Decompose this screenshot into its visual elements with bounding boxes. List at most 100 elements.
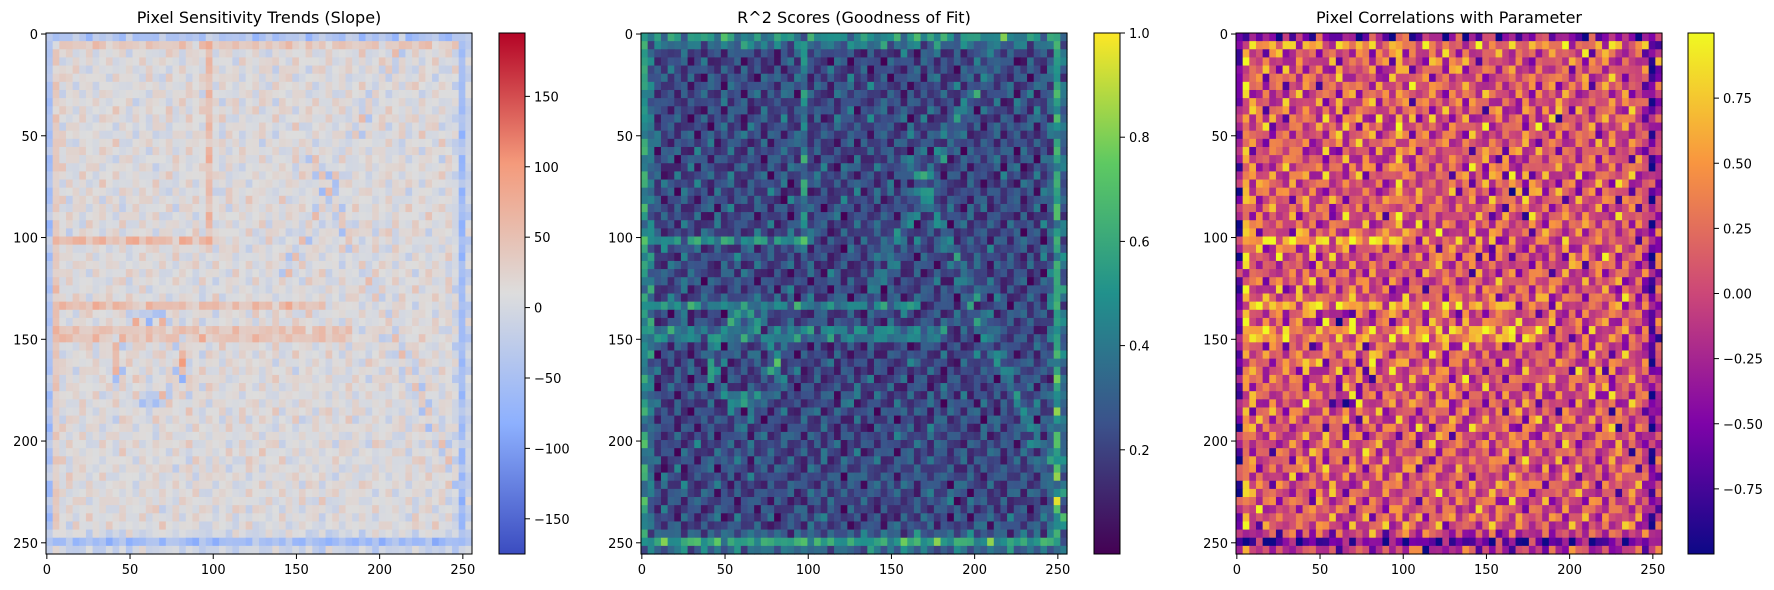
heatmap-cell [680,114,689,124]
heatmap-cell [292,342,300,352]
heatmap-cell [445,195,453,205]
heatmap-cell [398,163,407,172]
heatmap-cell [834,49,842,59]
heatmap-cell [438,529,446,539]
heatmap-cell [99,187,107,197]
heatmap-cell [105,65,114,75]
heatmap-cell [165,293,174,303]
heatmap-cell [125,480,134,490]
heatmap-cell [438,309,446,319]
heatmap-cell [192,220,200,229]
heatmap-cell [654,130,662,140]
heatmap-cell [445,81,453,91]
heatmap-cell [105,98,114,107]
heatmap-cell [398,203,407,213]
heatmap-cell [647,57,655,67]
heatmap-cell [212,195,220,205]
heatmap-cell [165,285,174,295]
heatmap-cell [385,309,393,319]
heatmap-cell [225,277,233,286]
heatmap-cell [272,317,280,327]
heatmap-cell [85,65,94,75]
heatmap-cell [398,228,407,238]
heatmap-cell [145,301,154,311]
heatmap-cell [305,415,313,425]
heatmap-cell [305,391,313,400]
heatmap-cell [425,374,433,384]
heatmap-cell [199,187,207,197]
heatmap-cell [465,203,473,213]
heatmap-cell [179,195,187,205]
heatmap-cell [458,423,466,433]
heatmap-cell [185,260,194,270]
heatmap-cell [145,488,154,498]
heatmap-cell [46,155,54,164]
heatmap-cell [385,73,393,83]
heatmap-cell [152,220,160,229]
heatmap-cell [145,260,154,270]
heatmap-cell [880,41,888,50]
heatmap-cell [807,89,815,99]
heatmap-cell [179,220,187,229]
heatmap-cell [860,122,868,132]
heatmap-cell [385,545,393,555]
heatmap-cell [192,464,200,474]
heatmap-cell [92,505,100,514]
heatmap-cell [920,114,928,124]
heatmap-cell [105,228,114,238]
heatmap-cell [378,513,387,523]
heatmap-cell [192,350,200,360]
heatmap-cell [933,33,942,42]
heatmap-cell [272,98,280,107]
heatmap-cell [132,89,140,99]
heatmap-cell [252,285,260,295]
heatmap-cell [458,114,466,124]
heatmap-cell [734,81,742,91]
heatmap-cell [132,317,140,327]
heatmap-cell [438,171,446,181]
heatmap-cell [265,383,273,392]
heatmap-cell [418,309,427,319]
heatmap-cell [172,155,180,164]
heatmap-cell [105,114,114,124]
heatmap-cell [418,163,427,172]
heatmap-cell [338,49,347,59]
heatmap-cell [727,73,735,83]
heatmap-cell [85,236,94,246]
heatmap-cell [79,301,87,311]
heatmap-cell [312,309,320,319]
heatmap-cell [152,513,160,523]
heatmap-cell [318,33,327,42]
heatmap-cell [358,448,367,457]
heatmap-cell [132,260,140,270]
heatmap-cell [358,293,367,303]
heatmap-cell [412,89,420,99]
heatmap-cell [720,49,729,59]
heatmap-cell [285,334,293,343]
heatmap-cell [285,326,293,335]
heatmap-cell [325,350,333,360]
heatmap-cell [352,472,360,482]
heatmap-cell [239,391,247,400]
heatmap-cell [418,342,427,352]
heatmap-cell [292,285,300,295]
heatmap-cell [105,521,114,531]
heatmap-cell [139,244,147,254]
heatmap-cell [285,407,293,417]
heatmap-cell [372,350,380,360]
heatmap-cell [358,57,367,67]
heatmap-cell [980,81,988,91]
heatmap-cell [105,106,114,116]
heatmap-cell [392,399,400,409]
heatmap-cell [72,236,80,246]
heatmap-cell [405,431,413,441]
heatmap-cell [432,431,440,441]
heatmap-cell [438,350,446,360]
heatmap-cell [172,98,180,107]
heatmap-cell [292,277,300,286]
heatmap-cell [900,89,908,99]
heatmap-cell [1013,65,1022,75]
heatmap-cell [259,391,267,400]
heatmap-cell [292,195,300,205]
heatmap-cell [873,73,882,83]
